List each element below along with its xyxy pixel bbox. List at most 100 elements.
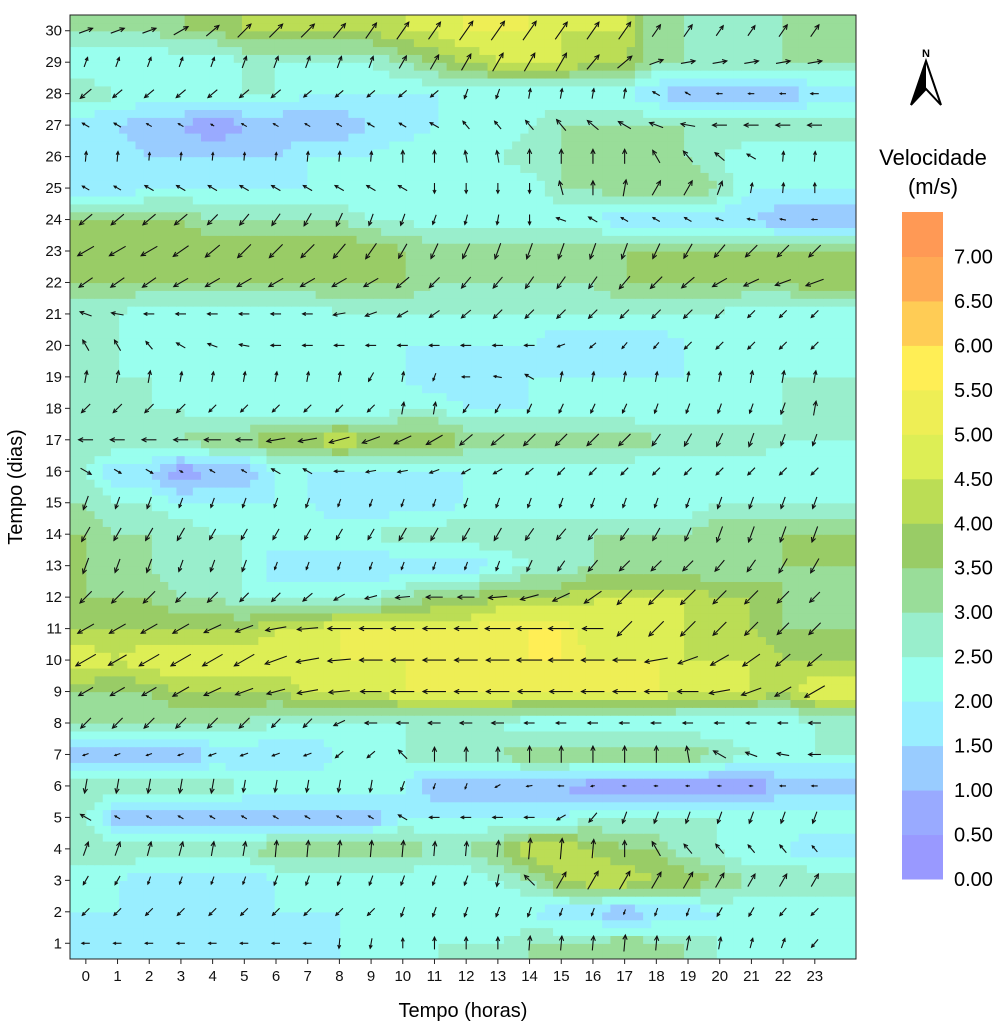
heatmap-cell xyxy=(667,644,677,653)
heatmap-cell xyxy=(725,675,734,685)
heatmap-cell xyxy=(471,872,480,881)
heatmap-cell xyxy=(765,825,775,834)
heatmap-cell xyxy=(258,652,268,661)
heatmap-cell xyxy=(544,872,554,881)
heatmap-cell xyxy=(274,809,284,818)
heatmap-cell xyxy=(340,675,349,685)
heatmap-cell xyxy=(479,888,489,897)
heatmap-cell xyxy=(610,833,620,842)
heatmap-cell xyxy=(585,691,595,700)
heatmap-cell xyxy=(160,715,169,724)
heatmap-cell xyxy=(184,848,194,858)
heatmap-cell xyxy=(512,628,521,638)
heatmap-cell xyxy=(119,723,128,732)
heatmap-cell xyxy=(405,785,415,795)
heatmap-cell xyxy=(241,581,251,590)
heatmap-cell xyxy=(168,848,178,858)
heatmap-cell xyxy=(528,833,538,842)
heatmap-cell xyxy=(233,573,243,582)
heatmap-cell xyxy=(201,565,210,575)
heatmap-cell xyxy=(135,707,145,716)
heatmap-cell xyxy=(725,809,734,818)
heatmap-cell xyxy=(176,841,186,850)
heatmap-cell xyxy=(708,667,718,677)
heatmap-cell xyxy=(70,565,79,575)
heatmap-cell xyxy=(774,723,783,732)
heatmap-cell xyxy=(610,675,620,685)
heatmap-cell xyxy=(561,628,571,638)
heatmap-cell xyxy=(594,880,603,889)
heatmap-cell xyxy=(512,557,521,567)
heatmap-cell xyxy=(503,951,513,959)
heatmap-cell xyxy=(250,723,259,732)
heatmap-cell xyxy=(389,754,399,763)
heatmap-cell xyxy=(708,652,718,661)
heatmap-cell xyxy=(569,723,579,732)
heatmap-cell xyxy=(667,801,677,811)
heatmap-cell xyxy=(618,581,628,590)
heatmap-cell xyxy=(716,573,726,582)
heatmap-cell xyxy=(135,927,145,936)
heatmap-cell xyxy=(733,667,742,677)
heatmap-cell xyxy=(110,817,120,826)
heatmap-cell xyxy=(618,573,628,582)
heatmap-cell xyxy=(413,675,423,685)
heatmap-cell xyxy=(798,597,808,606)
heatmap-cell xyxy=(291,557,300,567)
heatmap-cell xyxy=(716,581,726,590)
heatmap-cell xyxy=(364,699,374,708)
heatmap-cell xyxy=(184,793,194,803)
heatmap-cell xyxy=(430,581,440,590)
heatmap-cell xyxy=(536,612,546,622)
heatmap-cell xyxy=(332,809,341,818)
heatmap-cell xyxy=(340,636,349,645)
heatmap-cell xyxy=(823,896,833,905)
heatmap-cell xyxy=(577,660,587,669)
heatmap-cell xyxy=(307,903,317,913)
heatmap-cell xyxy=(733,935,742,944)
heatmap-cell xyxy=(422,691,431,700)
heatmap-cell xyxy=(651,557,661,567)
heatmap-cell xyxy=(192,809,202,818)
heatmap-cell xyxy=(168,652,178,661)
heatmap-cell xyxy=(119,888,128,897)
heatmap-cell xyxy=(241,589,251,598)
heatmap-cell xyxy=(356,864,366,874)
heatmap-cell xyxy=(692,675,702,685)
heatmap-cell xyxy=(143,620,153,630)
heatmap-cell xyxy=(389,683,399,693)
heatmap-cell xyxy=(340,919,349,929)
heatmap-cell xyxy=(258,809,268,818)
heatmap-cell xyxy=(610,549,620,559)
heatmap-cell xyxy=(626,951,636,959)
heatmap-cell xyxy=(585,911,595,921)
heatmap-cell xyxy=(700,557,710,567)
heatmap-cell xyxy=(626,872,636,881)
heatmap-cell xyxy=(774,833,783,842)
heatmap-cell xyxy=(225,620,235,630)
heatmap-cell xyxy=(561,715,571,724)
heatmap-cell xyxy=(528,746,538,756)
heatmap-cell xyxy=(241,746,251,756)
heatmap-cell xyxy=(307,825,317,834)
heatmap-cell xyxy=(364,738,374,748)
heatmap-cell xyxy=(536,911,546,921)
heatmap-cell xyxy=(78,896,87,905)
heatmap-cell xyxy=(381,848,390,858)
heatmap-cell xyxy=(348,612,358,622)
heatmap-cell xyxy=(413,903,423,913)
heatmap-cell xyxy=(78,785,87,795)
heatmap-cell xyxy=(479,738,489,748)
heatmap-cell xyxy=(733,872,742,881)
heatmap-cell xyxy=(463,793,472,803)
heatmap-cell xyxy=(528,620,538,630)
heatmap-cell xyxy=(651,644,661,653)
heatmap-cell xyxy=(151,612,161,622)
heatmap-cell xyxy=(422,573,431,582)
heatmap-cell xyxy=(135,667,145,677)
heatmap-cell xyxy=(192,770,202,779)
heatmap-cell xyxy=(299,644,309,653)
heatmap-cell xyxy=(790,864,800,874)
heatmap-cell xyxy=(684,589,693,598)
heatmap-cell xyxy=(782,675,792,685)
